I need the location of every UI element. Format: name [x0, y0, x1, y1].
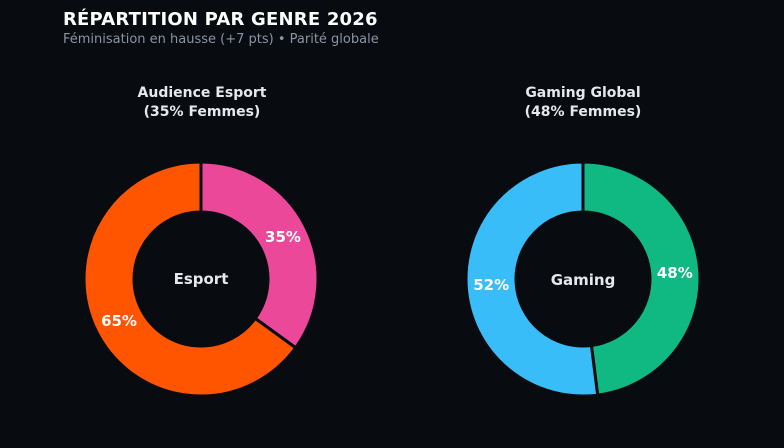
- slice-esport-1: [82, 160, 298, 398]
- slice-gaming-1: [464, 160, 600, 398]
- page-subtitle: Féminisation en hausse (+7 pts) • Parité…: [63, 32, 379, 47]
- donut-esport: 35% 65%: [82, 160, 320, 398]
- center-label-gaming: Gaming: [551, 271, 616, 289]
- slice-gaming-0: [581, 160, 702, 397]
- slice-esport-0: [199, 160, 320, 350]
- donut-gaming: 48% 52%: [464, 160, 702, 398]
- chart-title-esport: Audience Esport (35% Femmes): [82, 84, 322, 122]
- slice-label-gaming-1: 52%: [473, 276, 509, 294]
- page-title: RÉPARTITION PAR GENRE 2026: [63, 9, 378, 30]
- chart-title-gaming: Gaming Global (48% Femmes): [463, 84, 703, 122]
- chart-title-esport-line1: Audience Esport: [137, 85, 267, 101]
- chart-title-gaming-line2: (48% Femmes): [524, 104, 642, 120]
- slice-label-gaming-0: 48%: [657, 264, 693, 282]
- slice-label-esport-1: 65%: [101, 312, 137, 330]
- slice-label-esport-0: 35%: [265, 228, 301, 246]
- chart-title-gaming-line1: Gaming Global: [525, 85, 641, 101]
- chart-title-esport-line2: (35% Femmes): [143, 104, 261, 120]
- center-label-esport: Esport: [174, 270, 229, 288]
